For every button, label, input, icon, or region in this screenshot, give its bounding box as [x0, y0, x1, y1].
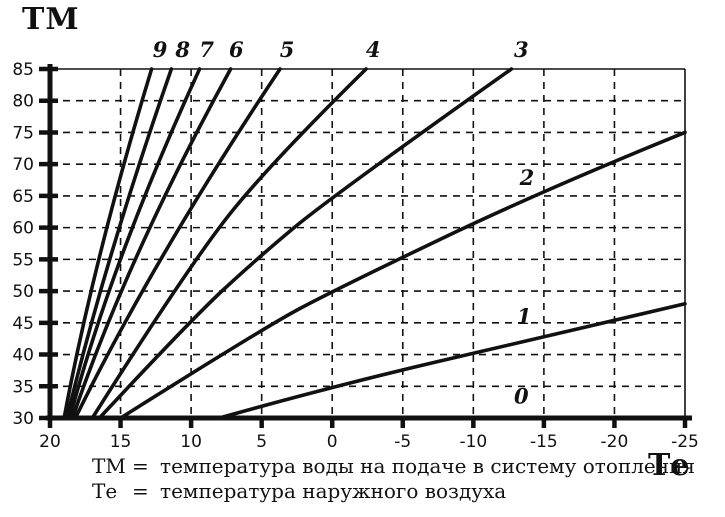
y-tick-label: 35 — [12, 377, 34, 397]
x-tick-label: -25 — [671, 432, 699, 452]
curve-6 — [70, 67, 233, 420]
x-tick-label: -5 — [394, 432, 411, 452]
y-axis-title: ТМ — [22, 2, 80, 37]
y-tick-label: 45 — [12, 314, 34, 334]
curve-7 — [67, 67, 202, 420]
curve-5 — [73, 67, 282, 420]
y-tick-label: 60 — [12, 219, 34, 239]
y-tick-label: 70 — [12, 155, 34, 175]
x-tick-label: 20 — [39, 432, 61, 452]
y-tick-label: 30 — [12, 409, 34, 429]
curve-2 — [118, 130, 687, 420]
y-tick-label: 40 — [12, 346, 34, 366]
legend-row: ТМ = температура воды на подаче в систем… — [92, 454, 695, 479]
legend-equals: = — [132, 479, 149, 503]
legend: ТМ = температура воды на подаче в систем… — [92, 454, 695, 504]
curve-label-4: 4 — [366, 37, 381, 62]
curve-label-0: 0 — [514, 383, 529, 408]
x-axis-title: Те — [648, 448, 690, 483]
y-tick-label: 50 — [12, 282, 34, 302]
legend-term: Те — [92, 479, 118, 503]
y-tick-label: 55 — [12, 250, 34, 270]
curve-4 — [90, 67, 368, 420]
curve-8 — [65, 67, 174, 420]
y-tick-label: 75 — [12, 123, 34, 143]
x-tick-label: 5 — [256, 432, 267, 452]
curve-label-7: 7 — [199, 37, 214, 62]
x-tick-label: 0 — [327, 432, 338, 452]
x-tick-label: -15 — [530, 432, 558, 452]
x-tick-label: 15 — [110, 432, 132, 452]
curve-label-5: 5 — [280, 37, 295, 62]
legend-equals: = — [132, 454, 149, 478]
y-tick-label: 85 — [12, 60, 34, 80]
legend-term: ТМ — [92, 454, 126, 478]
legend-definition: температура наружного воздуха — [160, 479, 507, 503]
y-tick-label: 65 — [12, 187, 34, 207]
x-tick-label: -10 — [459, 432, 487, 452]
x-tick-label: 10 — [180, 432, 202, 452]
curve-label-8: 8 — [174, 37, 190, 62]
curve-9 — [62, 67, 154, 420]
x-tick-label: -20 — [601, 432, 629, 452]
curve-label-9: 9 — [153, 37, 168, 62]
curve-3 — [97, 67, 514, 420]
y-tick-label: 80 — [12, 92, 34, 112]
curve-label-6: 6 — [229, 37, 244, 62]
curve-label-3: 3 — [514, 37, 529, 62]
legend-row: Те = температура наружного воздуха — [92, 479, 695, 504]
curve-1 — [217, 301, 687, 420]
curve-label-1: 1 — [517, 304, 532, 329]
curve-label-2: 2 — [519, 165, 535, 190]
legend-definition: температура воды на подаче в систему ото… — [160, 454, 696, 478]
